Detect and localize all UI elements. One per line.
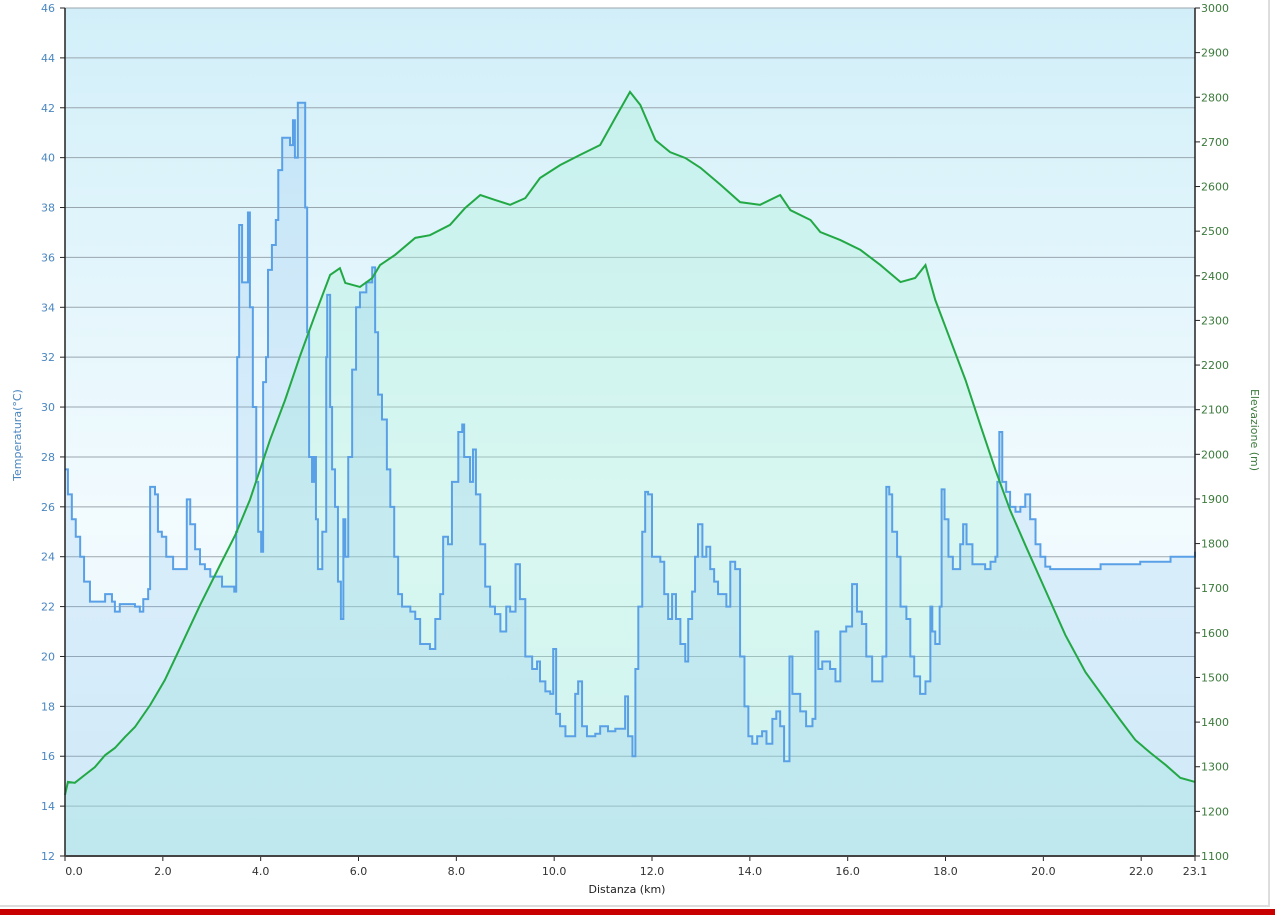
y-right-tick-label: 1700 [1201, 582, 1229, 595]
temperature-line [65, 101, 1196, 763]
x-tick-label: 12.0 [640, 865, 665, 878]
x-tick-label: 14.0 [738, 865, 763, 878]
y-left-tick-label: 12 [41, 850, 55, 863]
y-right-tick-label: 1900 [1201, 493, 1229, 506]
y-left-tick-label: 24 [41, 551, 55, 564]
y-right-tick-label: 1800 [1201, 538, 1229, 551]
y-right-tick-label: 2900 [1201, 47, 1229, 60]
x-tick-label: 8.0 [448, 865, 466, 878]
y-left-tick-label: 18 [41, 700, 55, 713]
elevation-area [65, 91, 1195, 857]
x-tick-label: 20.0 [1031, 865, 1056, 878]
y-left-tick-label: 42 [41, 102, 55, 115]
y-axis-left-title: Temperatura(°C) [11, 389, 24, 482]
temperature-area [65, 102, 1195, 856]
y-left-tick-label: 32 [41, 351, 55, 364]
y-right-tick-label: 1300 [1201, 761, 1229, 774]
y-left-tick-label: 46 [41, 2, 55, 15]
y-left-tick-label: 40 [41, 152, 55, 165]
plot-background [65, 8, 1195, 856]
y-left-tick-label: 22 [41, 601, 55, 614]
elevation-line [64, 90, 1196, 796]
x-tick-label: 10.0 [542, 865, 567, 878]
x-tick-label: 18.0 [933, 865, 958, 878]
y-left-tick-label: 44 [41, 52, 55, 65]
y-right-tick-label: 2100 [1201, 404, 1229, 417]
y-left-tick-label: 36 [41, 251, 55, 264]
y-right-tick-label: 1600 [1201, 627, 1229, 640]
x-tick-label: 22.0 [1129, 865, 1154, 878]
bottom-red-bar [0, 909, 1275, 915]
y-right-tick-label: 2400 [1201, 270, 1229, 283]
y-right-tick-label: 2200 [1201, 359, 1229, 372]
y-right-tick-label: 3000 [1201, 2, 1229, 15]
x-tick-label: 4.0 [252, 865, 270, 878]
y-right-tick-label: 2300 [1201, 314, 1229, 327]
x-tick-label: 23.1 [1183, 865, 1208, 878]
y-right-tick-label: 1200 [1201, 805, 1229, 818]
y-right-tick-label: 1500 [1201, 671, 1229, 684]
y-right-tick-label: 2700 [1201, 136, 1229, 149]
y-axis-right-title: Elevazione (m) [1248, 389, 1261, 471]
y-right-tick-label: 2000 [1201, 448, 1229, 461]
y-left-tick-label: 14 [41, 800, 55, 813]
x-tick-label: 0.0 [65, 865, 83, 878]
y-left-tick-label: 28 [41, 451, 55, 464]
x-tick-label: 16.0 [835, 865, 860, 878]
y-right-tick-label: 2600 [1201, 181, 1229, 194]
x-tick-label: 2.0 [154, 865, 172, 878]
y-right-tick-label: 2800 [1201, 91, 1229, 104]
y-left-tick-label: 16 [41, 750, 55, 763]
y-right-tick-label: 1400 [1201, 716, 1229, 729]
x-axis-title: Distanza (km) [589, 883, 666, 896]
y-right-tick-label: 1100 [1201, 850, 1229, 863]
y-left-tick-label: 38 [41, 202, 55, 215]
y-left-tick-label: 30 [41, 401, 55, 414]
x-tick-label: 6.0 [350, 865, 368, 878]
y-right-tick-label: 2500 [1201, 225, 1229, 238]
y-left-tick-label: 34 [41, 301, 55, 314]
y-left-tick-label: 26 [41, 501, 55, 514]
y-left-tick-label: 20 [41, 650, 55, 663]
